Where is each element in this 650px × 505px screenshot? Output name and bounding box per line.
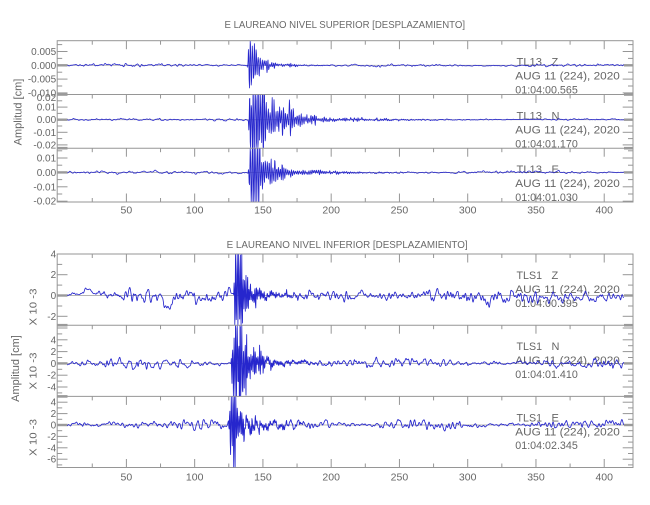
svg-text:200: 200 — [322, 205, 340, 217]
svg-text:TLS1: TLS1 — [517, 341, 543, 353]
svg-text:TLS1: TLS1 — [517, 412, 543, 424]
svg-text:4: 4 — [51, 335, 57, 346]
svg-text:50: 50 — [121, 205, 133, 217]
svg-text:E LAUREANO NIVEL INFERIOR [DES: E LAUREANO NIVEL INFERIOR [DESPLAZAMIENT… — [227, 240, 468, 251]
svg-text:-6: -6 — [47, 455, 56, 466]
svg-text:4: 4 — [51, 398, 57, 409]
svg-text:-2: -2 — [47, 371, 56, 382]
svg-text:300: 300 — [459, 472, 477, 484]
svg-text:TL13: TL13 — [517, 111, 543, 123]
svg-text:X 10 -3: X 10 -3 — [29, 288, 40, 325]
svg-text:0.01: 0.01 — [37, 154, 57, 165]
svg-text:2: 2 — [51, 409, 57, 420]
svg-text:N: N — [552, 341, 560, 353]
svg-text:0.00: 0.00 — [37, 168, 57, 179]
svg-text:Z: Z — [552, 270, 559, 282]
svg-text:E LAUREANO NIVEL SUPERIOR [DES: E LAUREANO NIVEL SUPERIOR [DESPLAZAMIENT… — [225, 20, 466, 31]
svg-text:0.02: 0.02 — [37, 93, 57, 104]
svg-text:2: 2 — [51, 347, 57, 358]
svg-text:150: 150 — [254, 205, 272, 217]
svg-text:0: 0 — [51, 291, 57, 302]
svg-text:Amplitud [cm]: Amplitud [cm] — [10, 335, 22, 402]
svg-text:250: 250 — [391, 205, 409, 217]
svg-text:2: 2 — [51, 270, 57, 281]
svg-text:-4: -4 — [47, 383, 56, 394]
svg-text:01:04:02.345: 01:04:02.345 — [515, 440, 578, 452]
svg-text:50: 50 — [121, 472, 133, 484]
svg-text:0.005: 0.005 — [31, 47, 56, 58]
svg-text:0.01: 0.01 — [37, 103, 57, 114]
svg-text:AUG 11 (224), 2020: AUG 11 (224), 2020 — [515, 178, 620, 190]
svg-text:-0.02: -0.02 — [33, 140, 56, 151]
svg-text:0: 0 — [51, 359, 57, 370]
svg-text:250: 250 — [391, 472, 409, 484]
svg-text:-0.010: -0.010 — [28, 88, 57, 99]
svg-text:100: 100 — [186, 472, 204, 484]
svg-text:150: 150 — [254, 472, 272, 484]
svg-text:Amplitud [cm]: Amplitud [cm] — [13, 79, 25, 146]
svg-text:-0.01: -0.01 — [33, 128, 56, 139]
svg-text:AUG 11 (224), 2020: AUG 11 (224), 2020 — [515, 284, 620, 296]
svg-text:300: 300 — [459, 205, 477, 217]
svg-text:0: 0 — [51, 421, 57, 432]
svg-text:N: N — [552, 111, 560, 123]
svg-text:01:04:00.395: 01:04:00.395 — [515, 298, 578, 310]
svg-text:400: 400 — [595, 472, 613, 484]
svg-text:Z: Z — [552, 57, 559, 69]
svg-text:-4: -4 — [47, 443, 56, 454]
svg-text:4: 4 — [51, 250, 57, 261]
svg-text:01:04:01.410: 01:04:01.410 — [515, 369, 578, 381]
svg-text:TL13: TL13 — [517, 164, 543, 176]
svg-text:01:04:01.030: 01:04:01.030 — [515, 192, 578, 204]
svg-text:E: E — [552, 164, 559, 176]
svg-text:0.00: 0.00 — [37, 115, 57, 126]
svg-text:E: E — [552, 412, 559, 424]
svg-text:AUG 11 (224), 2020: AUG 11 (224), 2020 — [515, 71, 620, 83]
svg-text:-0.005: -0.005 — [28, 75, 57, 86]
svg-text:01:04:00.565: 01:04:00.565 — [515, 85, 578, 97]
svg-text:AUG 11 (224), 2020: AUG 11 (224), 2020 — [515, 426, 620, 438]
svg-text:-2: -2 — [47, 312, 56, 323]
svg-text:400: 400 — [595, 205, 613, 217]
svg-text:0.000: 0.000 — [31, 61, 56, 72]
svg-text:350: 350 — [527, 205, 545, 217]
svg-text:-0.01: -0.01 — [33, 182, 56, 193]
svg-text:X 10 -3: X 10 -3 — [29, 352, 40, 389]
svg-text:100: 100 — [186, 205, 204, 217]
svg-text:TLS1: TLS1 — [517, 270, 543, 282]
svg-text:01:04:01.170: 01:04:01.170 — [515, 138, 578, 150]
svg-text:-2: -2 — [47, 432, 56, 443]
svg-text:350: 350 — [527, 472, 545, 484]
svg-text:TL13: TL13 — [517, 57, 543, 69]
svg-text:200: 200 — [322, 472, 340, 484]
svg-text:AUG 11 (224), 2020: AUG 11 (224), 2020 — [515, 125, 620, 137]
svg-text:-0.02: -0.02 — [33, 197, 56, 208]
svg-text:X 10 -3: X 10 -3 — [29, 419, 40, 456]
